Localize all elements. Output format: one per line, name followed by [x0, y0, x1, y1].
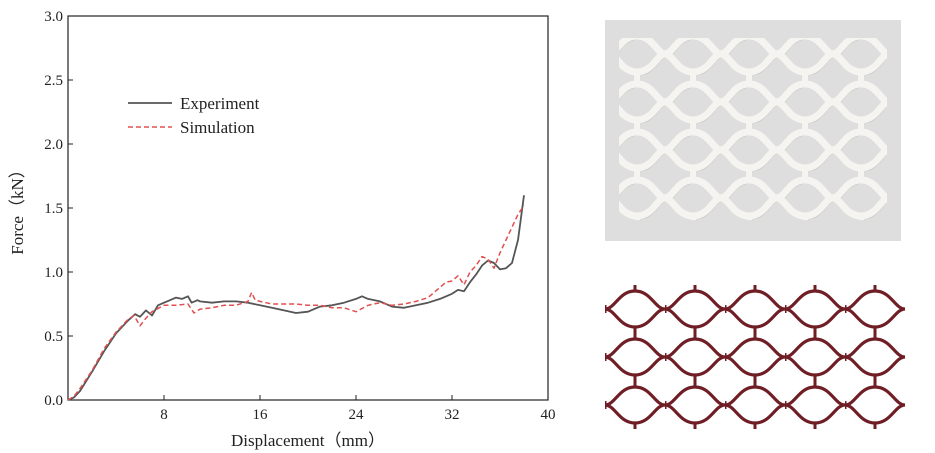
simulated-lattice-graphic	[605, 285, 905, 429]
y-tick-label: 1.0	[44, 265, 63, 281]
y-tick-label: 1.5	[44, 201, 63, 217]
x-tick-label: 24	[349, 407, 365, 423]
legend-label-simulation: Simulation	[180, 118, 255, 137]
y-tick-label: 2.0	[44, 137, 63, 153]
simulated-lattice-model	[603, 282, 909, 432]
legend-label-experiment: Experiment	[180, 94, 260, 113]
x-tick-label: 32	[445, 407, 460, 423]
y-axis-title: Force（kN）	[8, 161, 27, 254]
y-tick-label: 2.5	[44, 73, 63, 89]
printed-lattice-photo	[605, 20, 901, 241]
y-tick-label: 3.0	[44, 9, 63, 25]
printed-lattice-photo-graphic	[605, 20, 901, 241]
series-line-experiment	[67, 195, 525, 401]
x-tick-label: 40	[541, 407, 556, 423]
x-axis-title: Displacement（mm）	[231, 431, 385, 450]
force-displacement-chart: 8 16 24 32 40 0.0 0.5 1.0 1.5 2.0 2.5 3.0 Experimen…	[8, 9, 556, 450]
y-tick-label: 0.0	[44, 393, 63, 409]
x-tick-label: 16	[253, 407, 269, 423]
series-line-simulation	[67, 204, 525, 401]
y-tick-label: 0.5	[44, 329, 63, 345]
plot-frame	[67, 15, 549, 401]
x-tick-label: 8	[160, 407, 168, 423]
